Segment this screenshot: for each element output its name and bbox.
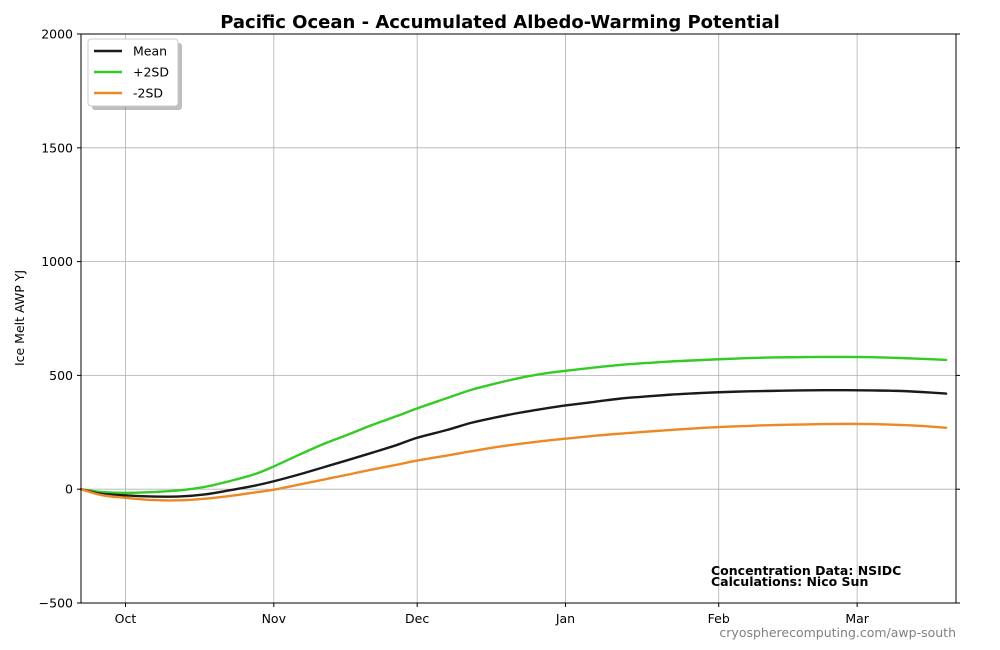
x-axis: Oct Nov Dec Jan Feb Mar: [115, 603, 870, 626]
chart-title: Pacific Ocean - Accumulated Albedo-Warmi…: [220, 12, 780, 33]
legend-box: [87, 38, 179, 107]
series-layer: [79, 355, 948, 502]
x-tick-label: Dec: [405, 611, 429, 626]
y-tick-label: −500: [39, 596, 73, 611]
y-tick-label: 0: [65, 482, 73, 497]
y-tick-label: 1000: [41, 254, 73, 269]
series-line-2sd: [79, 355, 948, 495]
legend-label: +2SD: [133, 65, 169, 80]
x-tick-label: Mar: [845, 611, 869, 626]
credit-calculations: Calculations: Nico Sun: [711, 574, 868, 589]
series-line-2sd: [79, 422, 948, 502]
x-tick-label: Nov: [262, 611, 287, 626]
y-axis-label: Ice Melt AWP YJ: [12, 270, 27, 366]
x-tick-label: Oct: [115, 611, 137, 626]
y-axis: −500 0 500 1000 1500 2000: [39, 27, 960, 611]
credit-concentration: Concentration Data: NSIDC: [711, 563, 901, 578]
legend-label: Mean: [133, 44, 167, 59]
x-tick-label: Feb: [708, 611, 730, 626]
series-line-mean: [79, 388, 948, 498]
grid: [81, 33, 956, 604]
source-url[interactable]: cryospherecomputing.com/awp-south: [719, 625, 956, 640]
x-tick-label: Jan: [555, 611, 575, 626]
y-tick-label: 2000: [41, 27, 73, 42]
legend: Mean +2SD -2SD: [87, 38, 182, 110]
y-tick-label: 1500: [41, 140, 73, 155]
plot-frame: [80, 33, 957, 604]
y-tick-label: 500: [49, 368, 73, 383]
legend-label: -2SD: [133, 86, 163, 101]
